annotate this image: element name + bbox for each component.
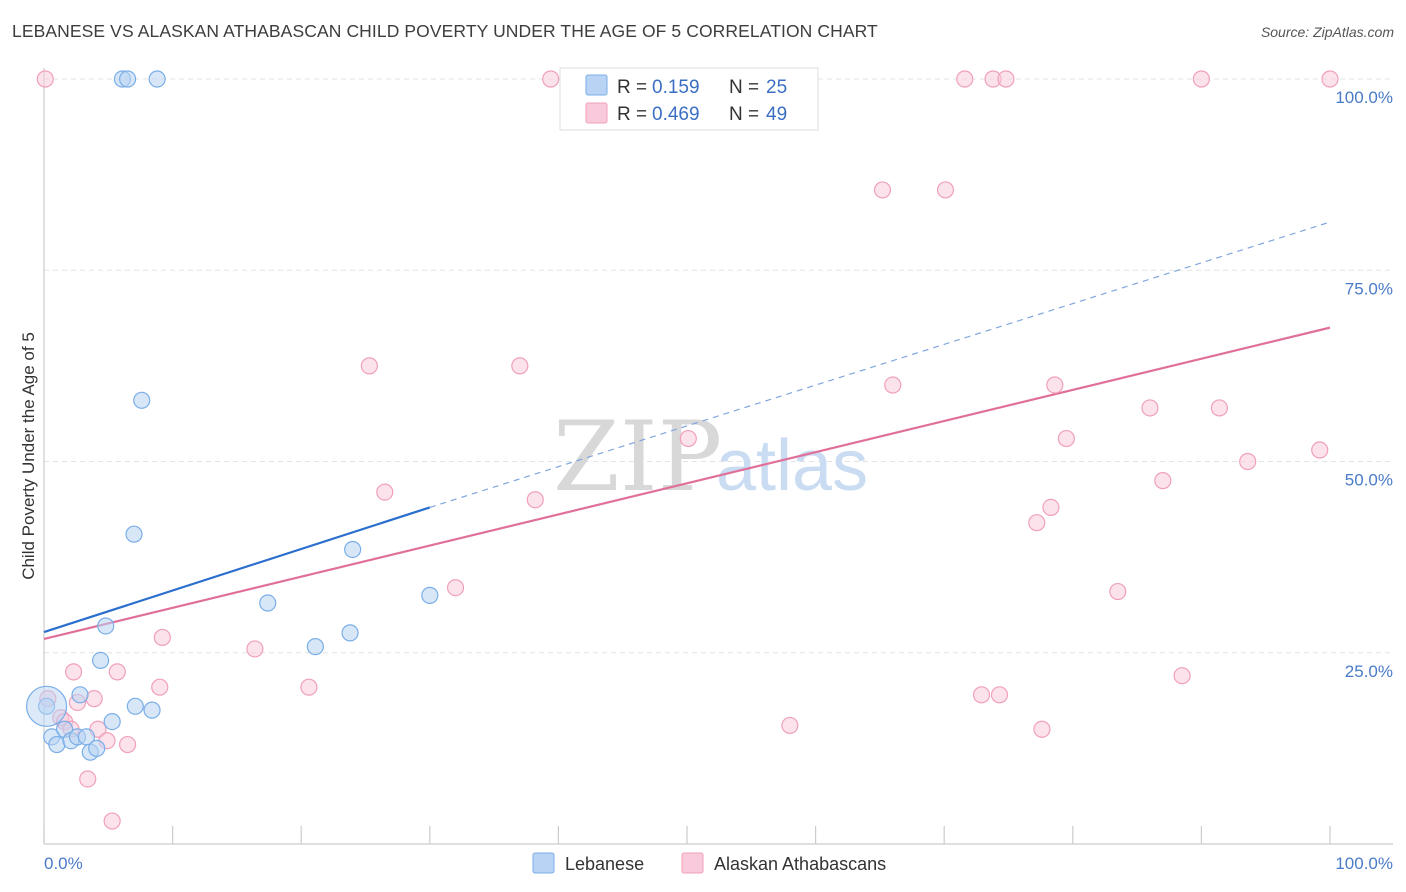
trend-line-athabascan [43,326,1331,641]
athabascan-point-20 [511,357,529,375]
athabascan-point-34 [1028,514,1046,532]
y-axis-title: Child Poverty Under the Age of 5 [19,332,38,580]
athabascan-point-13 [151,678,169,696]
y-tick-label-2: 75.0% [1345,279,1393,298]
watermark-atlas: atlas [716,426,868,506]
lebanese-point-2 [48,735,66,754]
lebanese-point-16 [125,525,143,543]
athabascan-point-14 [153,628,171,647]
athabascan-point-4 [64,663,83,681]
athabascan-point-26 [873,181,892,199]
bottom-legend-swatch-lebanese [532,852,555,874]
athabascan-point-17 [360,357,378,375]
lebanese-point-24 [421,586,439,604]
lebanese-point-12 [103,712,121,731]
y-tick-label-1: 50.0% [1345,471,1393,490]
athabascan-point-39 [1109,582,1127,601]
bottom-legend-label-athabascan: Alaskan Athabascans [714,854,886,874]
x-tick-label-right: 100.0% [1335,854,1393,873]
athabascan-point-28 [936,181,955,199]
trend-line-lebanese [43,506,431,634]
top-legend: R = 0.159 N = 25 R = 0.469 N = 49 [559,67,819,131]
legend-n-value-lebanese: 25 [766,77,787,98]
athabascan-point-27 [884,376,902,394]
lebanese-point-11 [97,617,115,635]
athabascan-point-43 [1192,70,1211,88]
bottom-legend-swatch-athabascan [681,852,704,874]
lebanese-point-13 [126,697,144,715]
lebanese-cluster-bubble [25,685,68,727]
athabascan-point-16 [300,678,318,696]
trend-line-lebanese-extrapolated [429,221,1331,508]
athabascan-point-30 [972,686,991,704]
athabascan-point-21 [526,491,544,509]
athabascan-point-42 [1173,667,1191,685]
athabascan-point-29 [956,70,974,88]
lebanese-point-6 [71,686,89,704]
legend-r-label-1: R = [617,77,647,98]
athabascan-point-48 [36,70,54,88]
athabascan-point-46 [1311,441,1329,459]
chart-title: LEBANESE VS ALASKAN ATHABASCAN CHILD POV… [12,21,878,41]
x-tick-labels: 0.0% 100.0% [44,854,1393,873]
athabascan-point-18 [376,483,394,501]
legend-n-label-2: N = [729,104,759,125]
athabascan-point-33 [997,70,1015,88]
athabascan-point-44 [1210,399,1229,417]
bottom-legend: Lebanese Alaskan Athabascans [532,852,886,874]
chart-source: Source: ZipAtlas.com [1260,24,1394,40]
legend-r-label-2: R = [617,104,647,125]
legend-r-value-lebanese: 0.159 [652,77,700,98]
athabascan-point-41 [1154,472,1172,490]
athabascan-point-10 [103,812,121,830]
lebanese-point-21 [306,638,324,656]
athabascan-point-37 [1046,376,1064,394]
lebanese-point-20 [259,594,277,612]
legend-r-value-athabascan: 0.469 [652,104,700,125]
lebanese-point-15 [143,701,161,719]
athabascan-point-23 [679,429,697,448]
trend-lines [43,221,1331,641]
legend-n-label-1: N = [729,77,759,98]
lebanese-point-19 [148,70,166,88]
athabascan-point-36 [1042,498,1060,516]
legend-n-value-athabascan: 49 [766,104,787,125]
athabascan-point-12 [118,735,137,754]
lebanese-point-22 [341,624,359,642]
data-points [25,70,1339,830]
athabascan-point-25 [781,716,799,735]
athabascan-point-32 [990,686,1009,704]
athabascan-point-45 [1239,452,1257,471]
watermark: ZIP atlas [553,401,868,513]
athabascan-point-11 [108,663,126,681]
athabascan-point-35 [1033,720,1051,738]
y-tick-labels: 25.0% 50.0% 75.0% 100.0% [1335,88,1393,681]
legend-swatch-lebanese [585,74,608,96]
athabascan-point-47 [1321,70,1339,88]
lebanese-point-23 [344,540,362,559]
lebanese-point-18 [118,70,137,88]
athabascan-point-38 [1057,429,1075,448]
athabascan-point-19 [446,579,465,597]
athabascan-point-7 [85,690,103,708]
lebanese-point-10 [91,651,110,670]
y-tick-label-3: 100.0% [1335,88,1393,107]
y-tick-label-0: 25.0% [1345,662,1393,681]
athabascan-point-22 [542,70,560,88]
athabascan-point-6 [79,770,97,788]
x-tick-label-left: 0.0% [44,854,83,873]
bottom-legend-label-lebanese: Lebanese [565,854,644,874]
lebanese-point-14 [133,391,151,409]
athabascan-point-40 [1141,399,1159,417]
athabascan-point-15 [246,640,264,658]
lebanese-point-9 [88,739,106,757]
legend-swatch-athabascan [585,102,608,124]
